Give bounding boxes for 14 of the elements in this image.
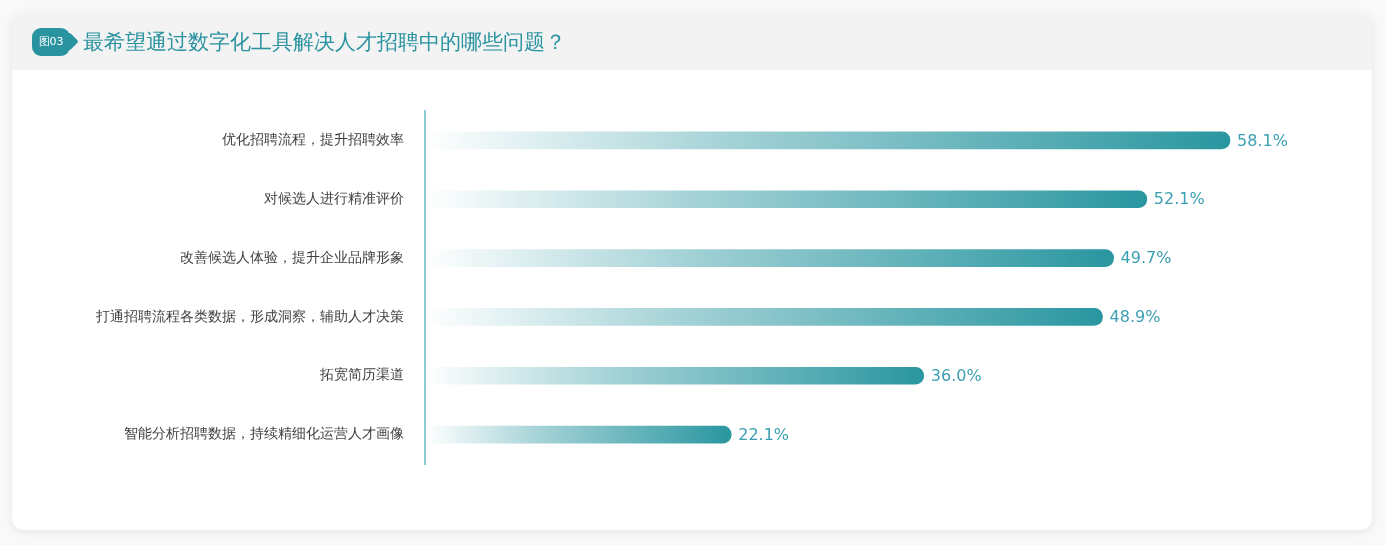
data-label: 58.1% <box>1237 130 1288 150</box>
y-tick-label: 智能分析招聘数据，持续精细化运营人才画像 <box>124 425 404 442</box>
caption: 图03 <box>34 28 68 56</box>
data-label: 36.0% <box>930 365 982 385</box>
data-label: 22.1% <box>738 424 790 444</box>
chart-title: 最希望通过数字化工具解决人才招聘中的哪些问题？ <box>83 29 566 56</box>
y-tick-label: 拓宽简历渠道 <box>319 366 404 383</box>
data-label: 52.1% <box>1153 189 1205 209</box>
y-tick-label: 打通招聘流程各类数据，形成洞察，辅助人才决策 <box>95 307 404 324</box>
y-tick-label: 改善候选人体验，提升企业品牌形象 <box>180 248 404 265</box>
y-tick-label: 优化招聘流程，提升招聘效率 <box>222 131 404 148</box>
y-tick-label: 对候选人进行精准评价 <box>264 189 404 206</box>
data-label: 48.9% <box>1109 307 1161 327</box>
data-label: 49.7% <box>1120 248 1172 268</box>
